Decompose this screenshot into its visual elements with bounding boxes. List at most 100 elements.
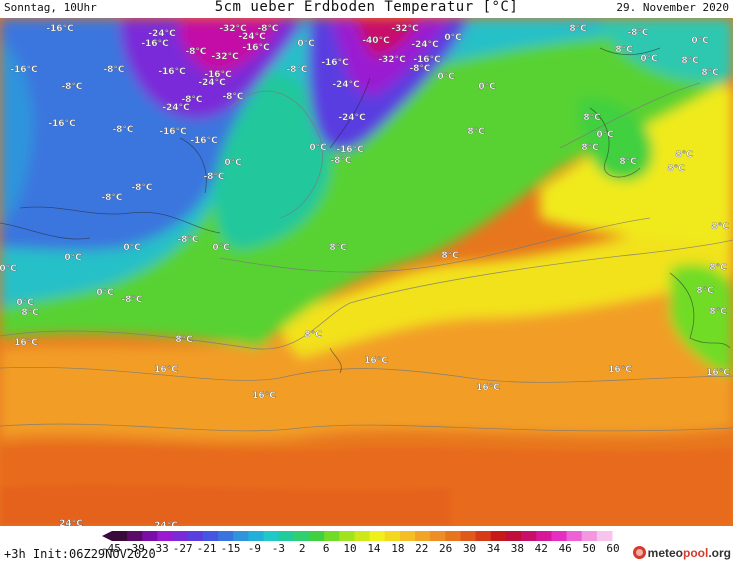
legend-tick: -39 <box>124 542 145 555</box>
legend-tick: -15 <box>220 542 241 555</box>
temp-label: 0°C <box>0 264 17 274</box>
temp-label: 8°C <box>675 150 693 160</box>
temp-label: -8°C <box>203 172 224 182</box>
legend-tick: -3 <box>271 542 285 555</box>
legend-swatch <box>248 531 265 541</box>
temp-label: 0°C <box>224 158 242 168</box>
legend-swatch <box>460 531 477 541</box>
header-bar: Sonntag, 10Uhr 5cm ueber Erdboden Temper… <box>0 0 733 18</box>
legend-swatch <box>142 531 158 541</box>
map-title: 5cm ueber Erdboden Temperatur [°C] <box>214 0 519 15</box>
legend-swatch <box>112 531 128 541</box>
temp-label: -16°C <box>413 55 441 65</box>
date: 29. November 2020 <box>616 1 729 14</box>
temp-label: 8°C <box>696 286 714 296</box>
temp-label: 0°C <box>96 288 114 298</box>
temp-label: 0°C <box>640 54 658 64</box>
temp-label: 16°C <box>14 338 38 348</box>
legend-arrow-left <box>102 531 112 541</box>
legend-tick: 60 <box>606 542 620 555</box>
temp-label: 0°C <box>596 130 614 140</box>
temp-label: 16°C <box>364 356 388 366</box>
valid-time: Sonntag, 10Uhr <box>4 1 97 14</box>
temp-label: 0°C <box>16 298 34 308</box>
temp-label: -16°C <box>204 70 232 80</box>
temp-label: -8°C <box>103 65 124 75</box>
footer-bar: -45 -39 -33 -27 -21 -15 -9 -3 2 6 10 14 18 22 26 30 34 38… <box>0 526 733 566</box>
legend-tick: 2 <box>298 542 306 555</box>
legend-tick: 50 <box>582 542 596 555</box>
legend-swatch <box>263 531 280 541</box>
legend-swatch <box>430 531 446 541</box>
legend-swatch <box>354 531 371 541</box>
temp-label: -8°C <box>177 235 198 245</box>
temp-label: -16°C <box>159 127 187 137</box>
temp-label: -8°C <box>627 28 648 38</box>
temp-label: 8°C <box>21 308 39 318</box>
temp-label: -8°C <box>181 95 202 105</box>
brand-pool: pool <box>683 546 709 560</box>
legend-swatch <box>581 531 598 541</box>
legend-tick: -33 <box>148 542 169 555</box>
legend-tick: 18 <box>391 542 405 555</box>
temp-label: -32°C <box>219 24 247 34</box>
temp-label: 0°C <box>64 253 82 263</box>
temp-label: -32°C <box>391 24 419 34</box>
temp-label: 8°C <box>681 56 699 66</box>
temp-label: 8°C <box>619 157 637 167</box>
temp-label: 16°C <box>476 383 500 393</box>
temp-label: 24°C <box>59 519 83 526</box>
meteopool-logo[interactable]: meteopool.org <box>632 546 731 560</box>
legend-swatch <box>218 531 234 541</box>
legend-swatch <box>384 531 401 541</box>
legend-swatch <box>187 531 204 541</box>
legend-swatch <box>415 531 431 541</box>
temp-label: -16°C <box>46 24 74 34</box>
legend-tick: 30 <box>462 542 477 555</box>
temp-label: 8°C <box>581 143 599 153</box>
temp-label: -16°C <box>321 58 349 68</box>
temp-label: -8°C <box>131 183 152 193</box>
temp-label: 8°C <box>569 24 587 34</box>
legend-swatch <box>566 531 583 541</box>
legend-tick: 10 <box>343 542 357 555</box>
temp-label: 0°C <box>123 243 141 253</box>
legend-tick: 22 <box>415 542 429 555</box>
temp-label: -16°C <box>141 39 169 49</box>
temp-label: 0°C <box>212 243 230 253</box>
legend-swatch <box>278 531 295 541</box>
temp-label: 8°C <box>175 335 193 345</box>
temp-label: -24°C <box>148 29 176 39</box>
temp-label: 0°C <box>309 143 327 153</box>
temp-label: -24°C <box>338 113 366 123</box>
temp-label: 8°C <box>667 164 685 174</box>
legend-swatch <box>127 531 143 541</box>
run-info: +3h Init:06Z29NOV2020 <box>4 547 156 561</box>
legend-swatch <box>551 531 568 541</box>
legend-swatch <box>369 531 386 541</box>
legend-tick: 14 <box>367 542 381 555</box>
legend-swatch <box>445 531 461 541</box>
temp-label: 8°C <box>467 127 485 137</box>
temp-label: -8°C <box>121 295 142 305</box>
temperature-labels: -16°C -24°C -32°C -8°C-16°C-24°C0°C-32°C-8°… <box>0 24 730 526</box>
temp-label: 0°C <box>437 72 455 82</box>
temp-label: -8°C <box>185 47 206 57</box>
legend-tick: 6 <box>322 542 330 555</box>
temp-label: 8°C <box>304 330 322 340</box>
temp-label: -16°C <box>158 67 186 77</box>
temp-label: -16°C <box>190 136 218 146</box>
legend-swatch <box>172 531 189 541</box>
legend-tick: -27 <box>172 542 193 555</box>
temp-label: -32°C <box>378 55 406 65</box>
temp-label: 8°C <box>615 45 633 55</box>
temp-label: -8°C <box>112 125 133 135</box>
temp-label: -16°C <box>242 43 270 53</box>
temp-label: -8°C <box>257 24 278 34</box>
legend-swatch <box>339 531 355 541</box>
legend-swatch <box>475 531 492 541</box>
temp-label: -8°C <box>61 82 82 92</box>
temp-label: -8°C <box>101 193 122 203</box>
temp-label: -16°C <box>336 145 364 155</box>
temp-label: 16°C <box>252 391 276 401</box>
